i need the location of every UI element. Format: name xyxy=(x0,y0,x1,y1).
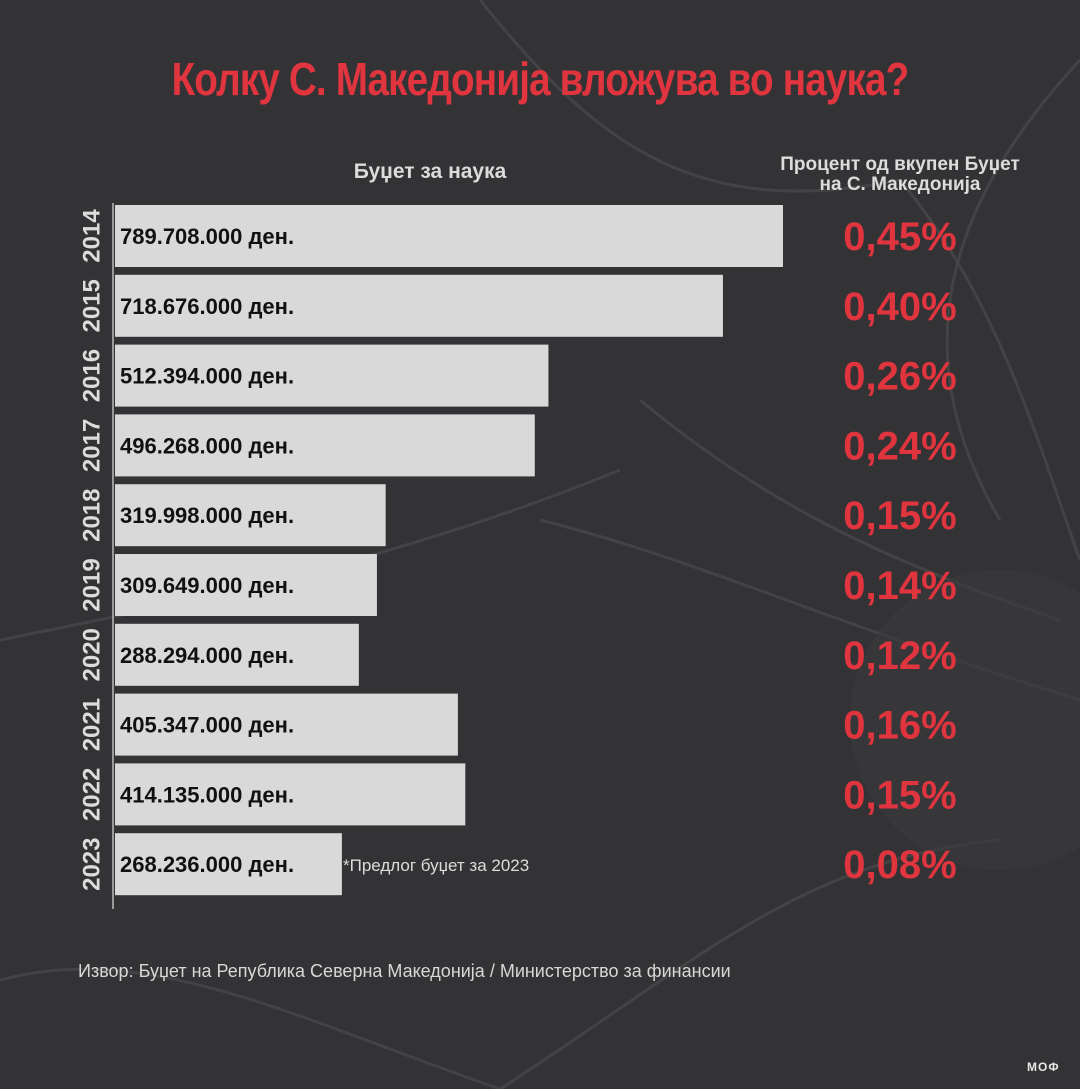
bar-value-label: 319.998.000 ден. xyxy=(120,503,294,528)
bar-value-label: 405.347.000 ден. xyxy=(120,713,294,738)
chart-title: Колку С. Македонија вложува во наука? xyxy=(171,53,910,105)
publisher-logo: МОФ xyxy=(1027,1060,1060,1074)
bar-2016 xyxy=(115,344,549,407)
bar-2018 xyxy=(115,484,386,547)
bar-value-label: 414.135.000 ден. xyxy=(120,782,294,807)
percent-label: 0,24% xyxy=(843,424,956,468)
budget-column-header: Буџет за наука xyxy=(353,160,507,183)
percent-label: 0,40% xyxy=(843,285,956,329)
year-tick-label: 2021 xyxy=(79,698,106,751)
bar-value-label: 496.268.000 ден. xyxy=(120,433,294,458)
bar-value-label: 718.676.000 ден. xyxy=(120,294,294,319)
year-tick-label: 2018 xyxy=(79,489,106,542)
year-tick-label: 2016 xyxy=(79,349,106,402)
percent-label: 0,08% xyxy=(843,843,956,887)
bar-2014 xyxy=(115,205,783,267)
percent-label: 0,14% xyxy=(843,564,956,608)
percent-label: 0,16% xyxy=(843,704,956,748)
year-tick-label: 2023 xyxy=(79,838,106,891)
year-tick-label: 2019 xyxy=(79,558,106,611)
bar-value-label: 309.649.000 ден. xyxy=(120,573,294,598)
bar-value-label: 288.294.000 ден. xyxy=(120,643,294,668)
bar-value-label: 789.708.000 ден. xyxy=(120,224,294,249)
bar-value-label: 268.236.000 ден. xyxy=(120,852,294,877)
year-tick-label: 2022 xyxy=(79,768,106,821)
bar-2021 xyxy=(115,693,458,756)
proposal-annotation: *Предлог буџет за 2023 xyxy=(343,856,530,875)
year-tick-label: 2020 xyxy=(79,628,106,681)
percent-label: 0,45% xyxy=(843,215,956,259)
year-tick-label: 2017 xyxy=(79,419,106,472)
bar-2022 xyxy=(115,763,466,826)
percent-label: 0,26% xyxy=(843,355,956,399)
percent-label: 0,15% xyxy=(843,494,956,538)
bar-2020 xyxy=(115,623,359,686)
year-tick-label: 2015 xyxy=(79,279,106,332)
percent-label: 0,15% xyxy=(843,773,956,817)
bar-2017 xyxy=(115,414,535,477)
bar-2019 xyxy=(115,554,377,616)
bar-2023 xyxy=(115,833,342,896)
bar-value-label: 512.394.000 ден. xyxy=(120,364,294,389)
source-note: Извор: Буџет на Република Северна Македо… xyxy=(78,961,731,981)
percent-header-line2: на С. Македонија xyxy=(819,174,981,195)
percent-column-header: Процент од вкупен Буџет на С. Македонија xyxy=(760,155,1040,195)
bar-2015 xyxy=(115,274,723,337)
year-tick-label: 2014 xyxy=(79,209,106,263)
percent-label: 0,12% xyxy=(843,634,956,678)
percent-header-line1: Процент од вкупен Буџет xyxy=(780,154,1020,175)
